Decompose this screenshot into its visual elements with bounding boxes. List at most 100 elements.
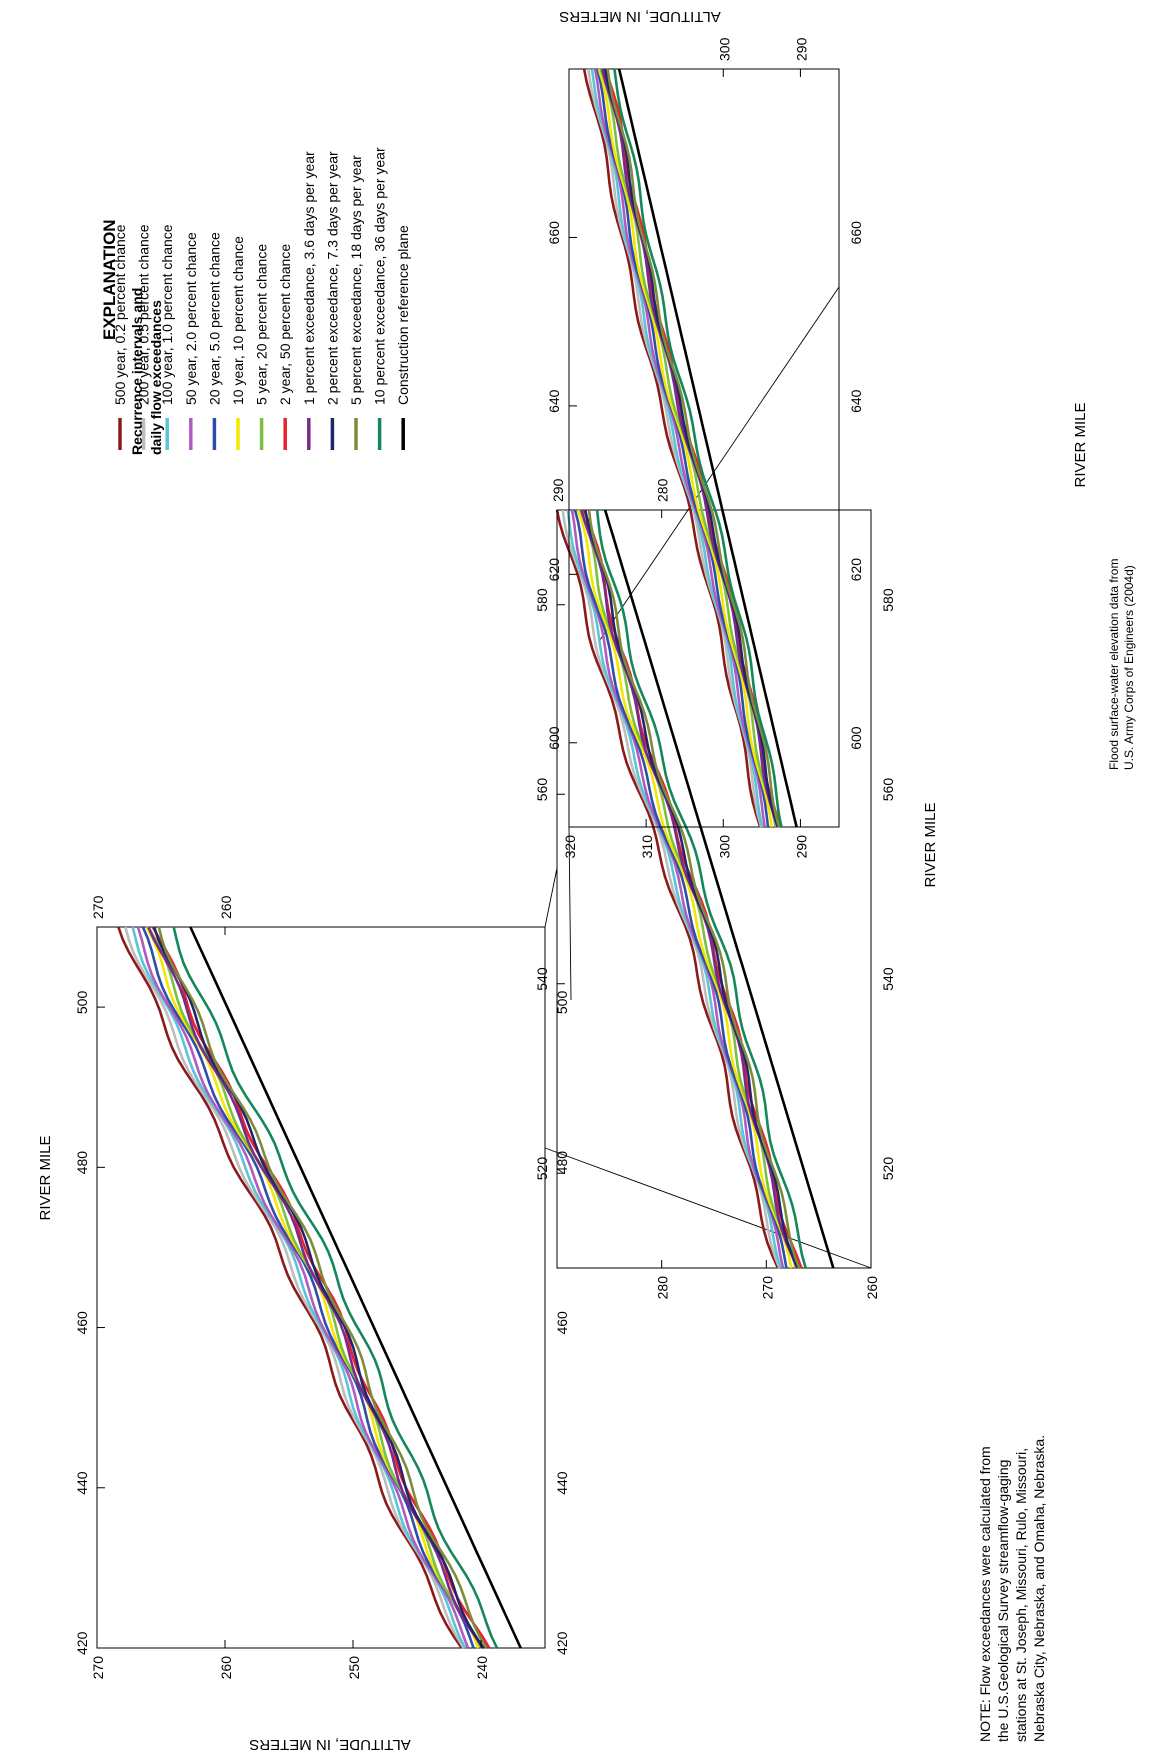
y-tick-label-320: 320 (562, 835, 578, 859)
series-line-4 (136, 926, 470, 1649)
note-line-2: the U.S.Geological Survey streamflow-gag… (995, 1460, 1011, 1742)
legend-label-1: 500 year, 0.2 percent chance (112, 224, 128, 405)
y-tick-top-label-270: 270 (90, 895, 106, 919)
y-tick-top-label-290: 290 (550, 478, 566, 502)
x-tick-label-540: 540 (534, 967, 550, 991)
series-line-12 (595, 509, 807, 1269)
plot-frame (568, 68, 840, 828)
legend-label-10: 2 percent exceedance, 7.3 days per year (324, 151, 340, 405)
series-line-2 (561, 509, 781, 1269)
y-tick-top-label-260: 260 (218, 895, 234, 919)
y-tick-label-260: 260 (864, 1276, 880, 1300)
legend: EXPLANATION Recurrence intervals and dai… (100, 147, 411, 455)
legend-label-7: 5 year, 20 percent chance (254, 244, 270, 405)
series-line-5 (596, 68, 770, 828)
legend-label-3: 100 year, 1.0 percent chance (159, 224, 175, 405)
x-tick-label-580: 580 (534, 588, 550, 612)
legend-label-5: 20 year, 5.0 percent chance (206, 232, 222, 405)
series-line-6 (597, 68, 773, 828)
x-tick-label-420: 420 (74, 1631, 90, 1655)
x-tick-label-640: 640 (546, 389, 562, 413)
y-tick-label-240: 240 (474, 1656, 490, 1680)
series-line-13 (603, 509, 835, 1269)
x-tick-label-660: 660 (546, 221, 562, 245)
note: NOTE: Flow exceedances were calculated f… (977, 1435, 1047, 1742)
x-tick-label-bottom-640: 640 (848, 389, 864, 413)
series-line-11 (157, 926, 488, 1649)
series-line-13 (617, 68, 798, 828)
series-line-5 (573, 509, 788, 1269)
x-tick-label-bottom-460: 460 (554, 1311, 570, 1335)
x-tick-label-bottom-540: 540 (880, 967, 896, 991)
series-line-3 (131, 926, 467, 1649)
series-line-1 (555, 509, 780, 1269)
x-tick-label-560: 560 (534, 778, 550, 802)
series-line-11 (606, 68, 781, 828)
series-line-5 (141, 926, 475, 1649)
legend-label-4: 50 year, 2.0 percent chance (183, 232, 199, 405)
series-line-3 (590, 68, 764, 828)
legend-label-13: Construction reference plane (395, 225, 411, 405)
x-axis-label: RIVER MILE (37, 1135, 54, 1220)
legend-label-2: 200 year, 0.5 percent chance (136, 224, 152, 405)
y-tick-label-250: 250 (346, 1656, 362, 1680)
series-line-6 (576, 509, 793, 1269)
x-tick-label-bottom-500: 500 (554, 991, 570, 1015)
x-axis-label: RIVER MILE (1072, 402, 1089, 487)
series-line-13 (189, 926, 522, 1649)
plot-frame (96, 926, 546, 1649)
x-tick-label-440: 440 (74, 1471, 90, 1495)
chart-panel-3: 600 600 620 620 640 640 660 660 290 300 310 320 290 3… (546, 8, 1089, 858)
x-tick-label-bottom-520: 520 (880, 1157, 896, 1181)
y-axis-label: ALTITUDE, IN METERS (559, 8, 720, 25)
note-line-1: NOTE: Flow exceedances were calculated f… (977, 1446, 993, 1742)
y-tick-label-260: 260 (218, 1656, 234, 1680)
x-axis-label: RIVER MILE (922, 802, 939, 887)
legend-heading-2: daily flow exceedances (148, 300, 164, 455)
x-tick-label-500: 500 (74, 991, 90, 1015)
x-tick-label-bottom-600: 600 (848, 726, 864, 750)
series-line-4 (570, 509, 785, 1269)
x-tick-label-bottom-580: 580 (880, 588, 896, 612)
y-tick-label-270: 270 (759, 1276, 775, 1300)
connector-line-4 (599, 286, 840, 641)
series-line-1 (582, 68, 762, 828)
x-tick-label-600: 600 (546, 726, 562, 750)
x-tick-label-bottom-560: 560 (880, 778, 896, 802)
x-tick-label-bottom-440: 440 (554, 1471, 570, 1495)
note-line-4: Nebraska City, Nebraska, and Omaha, Nebr… (1031, 1435, 1047, 1742)
legend-items: 500 year, 0.2 percent chance 200 year, 0.… (112, 147, 411, 450)
x-tick-label-480: 480 (74, 1151, 90, 1175)
x-tick-label-460: 460 (74, 1311, 90, 1335)
chart-panels: 420 420 440 440 460 460 480 480 500 500 240 250 260 2… (37, 8, 1089, 1752)
series-line-12 (172, 926, 499, 1649)
y-axis-label: ALTITUDE, IN METERS (249, 1736, 410, 1752)
series-line-10 (152, 926, 485, 1649)
source-line-2: U.S. Army Corps of Engineers (2004d) (1122, 565, 1136, 770)
source-note: Flood surface-water elevation data from … (1107, 559, 1136, 770)
chart-panel-2: 520 520 540 540 560 560 580 580 260 270 280 280 290 R… (534, 478, 939, 1299)
series-line-2 (587, 68, 763, 828)
panel-connectors (544, 286, 872, 1269)
x-tick-label-520: 520 (534, 1157, 550, 1181)
x-tick-label-bottom-480: 480 (554, 1151, 570, 1175)
legend-label-11: 5 percent exceedance, 18 days per year (348, 155, 364, 405)
y-tick-top-label-280: 280 (655, 478, 671, 502)
legend-label-12: 10 percent exceedance, 36 days per year (372, 147, 388, 405)
series-line-3 (566, 509, 782, 1269)
series-line-11 (587, 509, 801, 1269)
connector-line-3 (568, 826, 572, 1001)
x-tick-label-bottom-420: 420 (554, 1631, 570, 1655)
y-tick-label-280: 280 (655, 1276, 671, 1300)
connector-line-2 (544, 1147, 872, 1269)
x-tick-label-bottom-660: 660 (848, 221, 864, 245)
explanation-title: EXPLANATION (100, 219, 119, 340)
series-line-2 (124, 926, 465, 1649)
legend-heading-1: Recurrence intervals and (129, 288, 145, 455)
chart-panel-1: 420 420 440 440 460 460 480 480 500 500 240 250 260 2… (37, 895, 570, 1752)
y-tick-label-290: 290 (793, 835, 809, 859)
legend-label-8: 2 year, 50 percent chance (277, 244, 293, 405)
x-tick-label-bottom-620: 620 (848, 558, 864, 582)
series-line-4 (593, 68, 766, 828)
